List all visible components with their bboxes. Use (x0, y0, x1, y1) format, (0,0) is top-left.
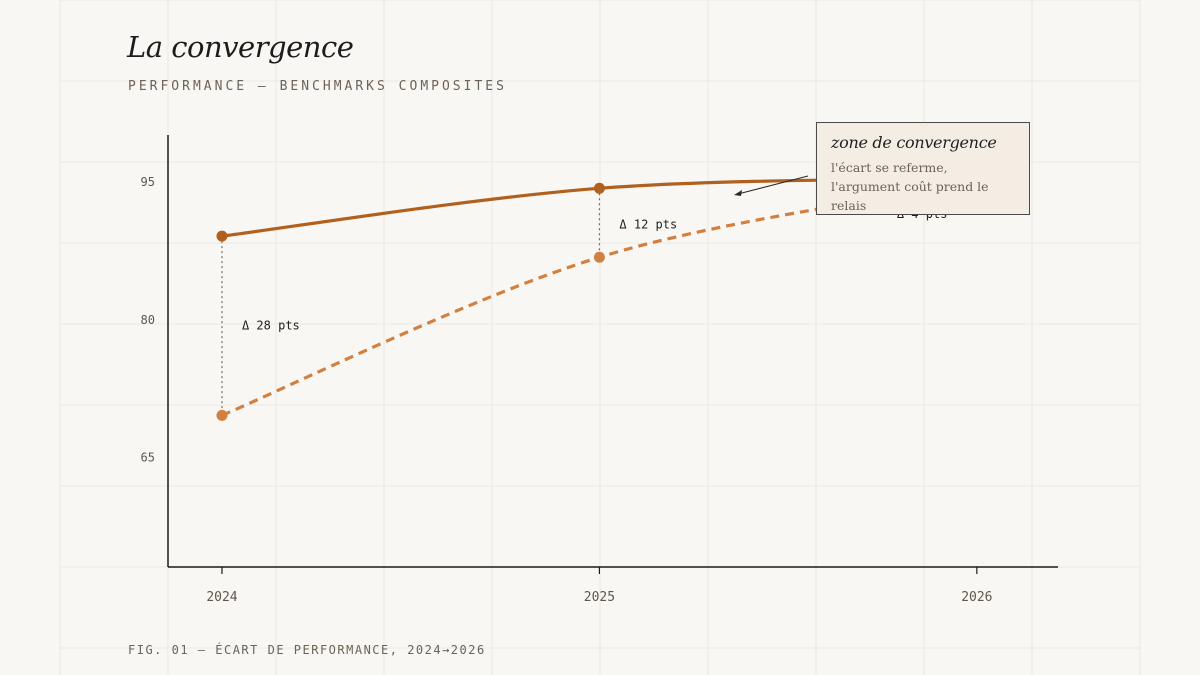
annotation-body: l'écart se referme, l'argument coût pren… (831, 158, 1015, 215)
point-cn (593, 251, 605, 263)
annotation-line-2: l'argument coût prend le relais (831, 179, 989, 213)
page-title: La convergence (127, 30, 354, 64)
x-tick-label: 2025 (584, 590, 615, 605)
series-line-cn (221, 181, 978, 417)
figure-caption: FIG. 01 — ÉCART DE PERFORMANCE, 2024→202… (128, 643, 486, 657)
annotation-box: zone de convergence l'écart se referme, … (816, 122, 1030, 215)
x-tick-label: 2026 (961, 590, 992, 605)
y-tick-label: 95 (141, 175, 155, 189)
annotation-title: zone de convergence (831, 133, 997, 152)
y-tick-label: 65 (141, 451, 155, 465)
gap-label: Δ 12 pts (619, 217, 677, 231)
page-subtitle: PERFORMANCE — BENCHMARKS COMPOSITES (128, 79, 507, 94)
annotation-line-1: l'écart se referme, (831, 160, 948, 175)
gap-markers (221, 188, 601, 416)
y-tick-label: 80 (141, 313, 155, 327)
point-us (593, 182, 605, 194)
point-cn (216, 409, 228, 421)
x-tick-label: 2024 (206, 590, 237, 605)
annotation-arrow-head (734, 190, 742, 196)
gap-label: Δ 28 pts (242, 319, 300, 333)
point-us (216, 230, 228, 242)
annotation-arrow-line (737, 175, 809, 195)
axes (167, 135, 1058, 574)
